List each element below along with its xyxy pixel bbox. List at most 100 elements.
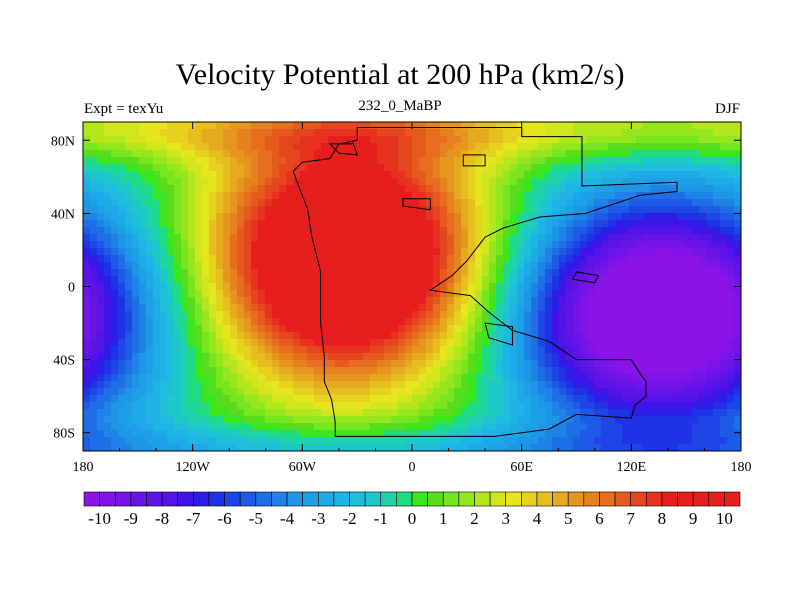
field-cell bbox=[629, 304, 637, 312]
field-cell bbox=[433, 262, 441, 270]
field-cell bbox=[447, 381, 455, 389]
field-cell bbox=[566, 136, 574, 144]
field-cell bbox=[559, 143, 567, 151]
field-cell bbox=[97, 388, 105, 396]
field-cell bbox=[685, 178, 693, 186]
field-cell bbox=[223, 367, 231, 375]
field-cell bbox=[678, 325, 686, 333]
field-cell bbox=[664, 255, 672, 263]
field-cell bbox=[384, 381, 392, 389]
field-cell bbox=[412, 304, 420, 312]
field-cell bbox=[419, 171, 427, 179]
field-cell bbox=[615, 346, 623, 354]
field-cell bbox=[223, 297, 231, 305]
field-cell bbox=[580, 332, 588, 340]
field-cell bbox=[83, 206, 91, 214]
field-cell bbox=[118, 395, 126, 403]
field-cell bbox=[391, 171, 399, 179]
field-cell bbox=[629, 332, 637, 340]
field-cell bbox=[146, 346, 154, 354]
field-cell bbox=[608, 185, 616, 193]
field-cell bbox=[216, 332, 224, 340]
field-cell bbox=[307, 346, 315, 354]
field-cell bbox=[713, 129, 721, 137]
field-cell bbox=[398, 269, 406, 277]
field-cell bbox=[202, 171, 210, 179]
field-cell bbox=[83, 241, 91, 249]
field-cell bbox=[405, 227, 413, 235]
field-cell bbox=[489, 367, 497, 375]
field-cell bbox=[132, 283, 140, 291]
field-cell bbox=[258, 129, 266, 137]
field-cell bbox=[377, 241, 385, 249]
field-cell bbox=[517, 409, 525, 417]
field-cell bbox=[391, 339, 399, 347]
field-cell bbox=[405, 444, 413, 451]
field-cell bbox=[160, 213, 168, 221]
field-cell bbox=[174, 381, 182, 389]
field-cell bbox=[209, 136, 217, 144]
field-cell bbox=[496, 150, 504, 158]
field-cell bbox=[510, 143, 518, 151]
field-cell bbox=[699, 444, 707, 451]
field-cell bbox=[706, 437, 714, 445]
field-cell bbox=[475, 381, 483, 389]
field-cell bbox=[139, 430, 147, 438]
field-cell bbox=[300, 297, 308, 305]
field-cell bbox=[699, 346, 707, 354]
field-cell bbox=[419, 437, 427, 445]
field-cell bbox=[244, 283, 252, 291]
field-cell bbox=[643, 388, 651, 396]
field-cell bbox=[461, 381, 469, 389]
field-cell bbox=[286, 136, 294, 144]
field-cell bbox=[167, 437, 175, 445]
field-cell bbox=[671, 395, 679, 403]
field-cell bbox=[342, 332, 350, 340]
field-cell bbox=[587, 136, 595, 144]
field-cell bbox=[300, 381, 308, 389]
field-cell bbox=[209, 318, 217, 326]
field-cell bbox=[531, 157, 539, 165]
field-cell bbox=[97, 220, 105, 228]
field-cell bbox=[83, 416, 91, 424]
field-cell bbox=[90, 395, 98, 403]
field-cell bbox=[293, 122, 301, 130]
field-cell bbox=[118, 444, 126, 451]
field-cell bbox=[300, 164, 308, 172]
field-cell bbox=[503, 367, 511, 375]
field-cell bbox=[293, 339, 301, 347]
field-cell bbox=[279, 444, 287, 451]
field-cell bbox=[216, 360, 224, 368]
field-cell bbox=[552, 192, 560, 200]
field-cell bbox=[342, 255, 350, 263]
field-cell bbox=[328, 192, 336, 200]
field-cell bbox=[678, 409, 686, 417]
field-cell bbox=[90, 360, 98, 368]
field-cell bbox=[118, 164, 126, 172]
field-cell bbox=[692, 360, 700, 368]
field-cell bbox=[482, 318, 490, 326]
field-cell bbox=[146, 325, 154, 333]
field-cell bbox=[265, 213, 273, 221]
field-cell bbox=[482, 255, 490, 263]
field-cell bbox=[216, 227, 224, 235]
field-cell bbox=[111, 164, 119, 172]
field-cell bbox=[244, 262, 252, 270]
colorbar-swatch bbox=[458, 491, 475, 507]
field-cell bbox=[482, 283, 490, 291]
field-cell bbox=[286, 423, 294, 431]
field-cell bbox=[720, 213, 728, 221]
field-cell bbox=[342, 122, 350, 130]
field-cell bbox=[601, 178, 609, 186]
field-cell bbox=[454, 178, 462, 186]
field-cell bbox=[398, 157, 406, 165]
field-cell bbox=[608, 395, 616, 403]
field-cell bbox=[461, 395, 469, 403]
field-cell bbox=[209, 374, 217, 382]
field-cell bbox=[293, 143, 301, 151]
field-cell bbox=[713, 318, 721, 326]
field-cell bbox=[244, 381, 252, 389]
field-cell bbox=[195, 311, 203, 319]
field-cell bbox=[328, 381, 336, 389]
field-cell bbox=[335, 234, 343, 242]
